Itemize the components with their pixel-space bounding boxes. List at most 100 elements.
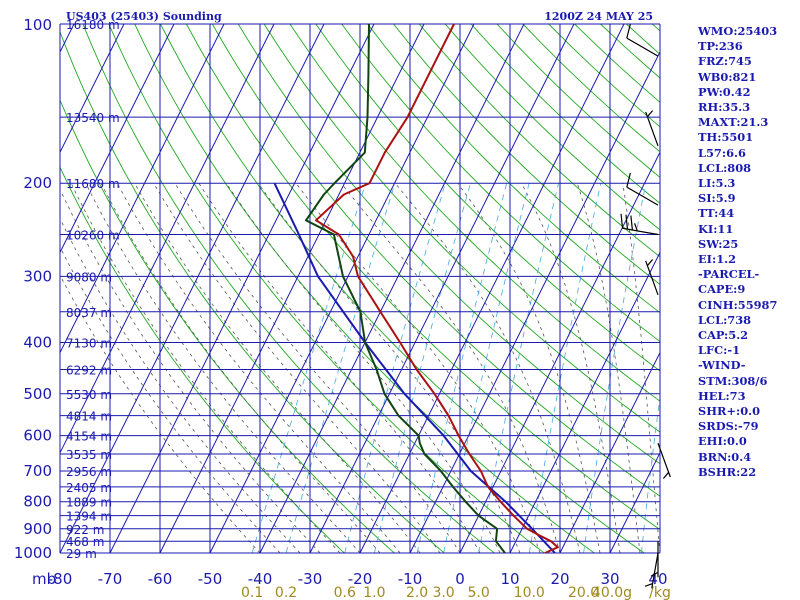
index-item: RH:35.3 xyxy=(698,100,751,115)
pressure-tick-label: 600 xyxy=(23,427,52,445)
dry-adiabat xyxy=(263,24,660,433)
index-item: EHI:0.0 xyxy=(698,434,747,449)
background-lines xyxy=(0,24,660,553)
isotherm xyxy=(309,24,575,553)
index-item: MAXT:21.3 xyxy=(698,115,769,130)
height-label: 4154 m xyxy=(66,430,112,444)
barb-feather xyxy=(620,213,624,229)
dry-adiabat xyxy=(211,24,660,497)
index-item: CAP:5.2 xyxy=(698,328,749,343)
index-item: SI:5.9 xyxy=(698,191,736,206)
isotherm xyxy=(209,24,475,553)
mixing-ratio-line xyxy=(251,183,367,553)
height-label: 5530 m xyxy=(66,388,112,402)
pressure-tick-label: 1000 xyxy=(14,544,52,562)
mixing-ratio-label: 20.0 xyxy=(568,585,599,600)
pressure-tick-label: 800 xyxy=(23,493,52,511)
temperature-tick-label: 20 xyxy=(550,570,569,588)
barb-feather xyxy=(662,471,670,479)
pressure-tick-label: 400 xyxy=(23,333,52,351)
height-label: 10260 m xyxy=(66,229,120,243)
isotherm xyxy=(609,451,660,553)
moist-adiabat xyxy=(134,183,421,553)
index-item: FRZ:745 xyxy=(698,54,752,69)
temperature-tick-label: -20 xyxy=(348,570,373,588)
barb-feather xyxy=(634,223,638,232)
height-label: 7130 m xyxy=(66,336,112,350)
temperature-tick-label: 30 xyxy=(600,570,619,588)
dry-adiabat xyxy=(60,30,445,553)
height-label: 468 m xyxy=(66,535,104,549)
dry-adiabat xyxy=(186,24,660,531)
height-label: 11680 m xyxy=(66,177,120,191)
mixing-ratio-label: 10.0 xyxy=(514,585,545,600)
barb-staff xyxy=(651,552,659,589)
index-item: CINH:55987 xyxy=(698,297,778,312)
dry-adiabat xyxy=(82,24,496,553)
wind-barb xyxy=(657,442,671,479)
index-item: TH:5501 xyxy=(698,130,754,145)
index-item: BSHR:22 xyxy=(698,464,757,479)
height-label: 29 m xyxy=(66,547,97,561)
barb-staff xyxy=(626,186,659,206)
mixing-ratio-line xyxy=(641,394,660,553)
dry-adiabat xyxy=(315,24,660,372)
moist-adiabat xyxy=(85,183,361,553)
temperature-tick-label: -50 xyxy=(198,570,223,588)
moist-adiabat xyxy=(457,182,601,553)
barb-feather xyxy=(626,23,631,39)
parcel-trace xyxy=(273,182,556,553)
dry-adiabat xyxy=(367,24,660,314)
pressure-tick-label: 300 xyxy=(23,267,52,285)
height-label: 13540 m xyxy=(66,111,120,125)
isotherm xyxy=(0,24,24,553)
dry-adiabat xyxy=(341,24,660,343)
barb-feather xyxy=(626,172,631,188)
barb-staff xyxy=(645,111,659,147)
height-label: 8037 m xyxy=(66,306,112,320)
moist-adiabat xyxy=(622,183,660,553)
temperature-trace xyxy=(315,24,559,553)
wind-barb xyxy=(626,172,659,206)
isotherm xyxy=(60,24,275,454)
mixing-ratio-line xyxy=(528,183,602,553)
mixing-ratio-label: 2.0 xyxy=(406,585,428,600)
index-item: LCL:738 xyxy=(698,312,752,327)
barb-staff xyxy=(622,227,659,236)
temperature-tick-label: -70 xyxy=(98,570,123,588)
mixing-ratio-unit-label: /kg xyxy=(649,585,671,600)
pressure-tick-label: 100 xyxy=(23,16,52,34)
chart-title-right: 1200Z 24 MAY 25 xyxy=(544,10,653,23)
isotherm xyxy=(159,24,425,553)
isotherm xyxy=(60,24,225,354)
index-item: WMO:25403 xyxy=(698,24,778,38)
height-label: 1889 m xyxy=(66,496,112,510)
barb-staff xyxy=(645,260,659,295)
dry-adiabat xyxy=(418,24,660,258)
index-item: -PARCEL- xyxy=(698,267,760,282)
dry-adiabat xyxy=(134,24,596,553)
mixing-ratio-label: 0.2 xyxy=(275,585,297,600)
index-item: LI:5.3 xyxy=(698,176,736,191)
temperature-tick-label: 10 xyxy=(500,570,519,588)
barb-feather xyxy=(646,110,654,118)
index-item: KI:11 xyxy=(698,221,734,236)
pressure-tick-label: 900 xyxy=(23,520,52,538)
wind-barb xyxy=(644,552,659,589)
height-label: 6292 m xyxy=(66,364,112,378)
dewpoint-trace xyxy=(305,24,506,553)
barb-staff xyxy=(626,37,659,57)
moist-adiabat xyxy=(60,274,261,553)
index-item: L57:6.6 xyxy=(698,145,746,160)
index-item: TT:44 xyxy=(698,206,735,221)
mixing-ratio-label: 5.0 xyxy=(467,585,489,600)
indices-panel: WMO:25403 TP:236 FRZ:745 WB0:821 PW:0.42 RH:3… xyxy=(698,24,777,480)
pressure-unit-label: mb xyxy=(32,570,56,588)
temperature-tick-label: 0 xyxy=(455,570,465,588)
mixing-ratio-label: 1.0 xyxy=(363,585,385,600)
index-item: CAPE:9 xyxy=(698,282,746,297)
height-label: 2956 m xyxy=(66,465,112,479)
temperature-tick-label: -30 xyxy=(298,570,323,588)
isotherm xyxy=(259,24,525,553)
